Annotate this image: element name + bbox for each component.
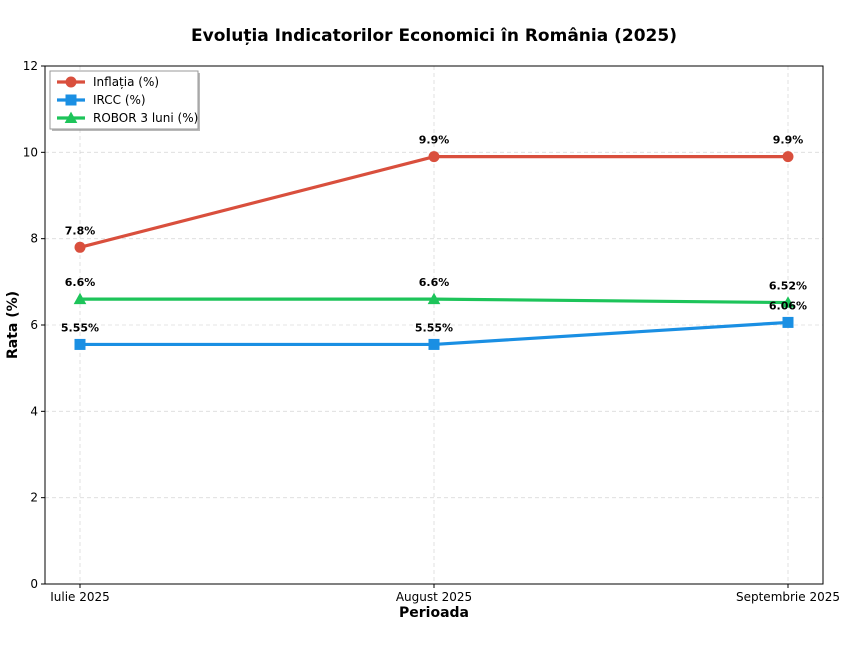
data-label-ircc: 6.06% — [769, 299, 807, 312]
data-label-inflatia: 9.9% — [419, 134, 450, 147]
x-axis-label: Perioada — [399, 605, 469, 621]
legend-marker-ircc — [65, 94, 77, 106]
data-point-robor — [781, 296, 795, 308]
legend-label-ircc: IRCC (%) — [93, 93, 146, 107]
x-tick-label: Iulie 2025 — [50, 590, 110, 604]
data-label-robor: 6.6% — [419, 276, 450, 289]
legend-marker-inflatia — [65, 76, 77, 88]
data-point-ircc — [428, 338, 440, 350]
y-tick-label: 6 — [30, 318, 38, 332]
data-labels: 7.8% 9.9% 9.9% 5.55% 5.55% 6.06% 6.6% 6.6% 6.52% — [61, 134, 807, 335]
data-point-inflatia — [74, 241, 86, 253]
data-point-inflatia — [428, 151, 440, 163]
y-axis-label: Rata (%) — [5, 291, 21, 359]
y-tick-label: 12 — [23, 59, 38, 73]
data-label-inflatia: 9.9% — [773, 134, 804, 147]
data-point-robor — [73, 292, 87, 305]
legend-label-inflatia: Inflația (%) — [93, 75, 159, 89]
data-label-inflatia: 7.8% — [65, 224, 96, 237]
y-tick-label: 2 — [30, 491, 38, 505]
chart-title: Evoluția Indicatorilor Economici în Româ… — [191, 26, 677, 46]
data-label-ircc: 5.55% — [61, 321, 99, 334]
y-tick-label: 10 — [23, 145, 38, 159]
legend: Inflația (%) IRCC (%) ROBOR 3 luni (%) — [49, 70, 200, 131]
y-tick-label: 0 — [30, 577, 38, 591]
data-point-ircc — [74, 338, 86, 350]
data-point-robor — [427, 292, 441, 305]
data-point-inflatia — [782, 151, 794, 163]
x-tick-label: Septembrie 2025 — [736, 590, 840, 604]
x-tick-label: August 2025 — [396, 590, 472, 604]
series — [73, 151, 795, 350]
data-label-ircc: 5.55% — [415, 321, 453, 334]
legend-marker-robor — [64, 111, 78, 124]
data-label-robor: 6.6% — [65, 276, 96, 289]
y-tick-label: 8 — [30, 232, 38, 246]
y-tick-label: 4 — [30, 404, 38, 418]
data-point-ircc — [782, 316, 794, 328]
data-label-robor: 6.52% — [769, 280, 807, 293]
axis-ticks: 0 2 4 6 8 10 12 Iulie 2025 August 2025 Septembrie… — [23, 59, 840, 604]
legend-label-robor: ROBOR 3 luni (%) — [93, 111, 198, 125]
